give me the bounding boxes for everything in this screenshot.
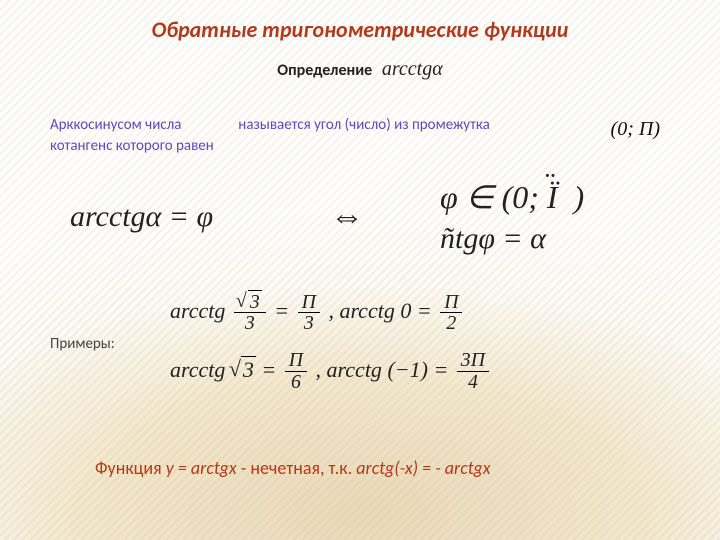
ex1a-eq: = <box>274 298 294 323</box>
equiv-rhs-line1: φ ∈ (0; Ï ) <box>440 178 584 216</box>
ex2a-fn: arcctg <box>170 357 225 382</box>
footer-t3: - нечетная, т.к. <box>237 457 357 479</box>
interval-sep: ; <box>627 118 634 140</box>
definition-text: Арккосинусом числа называется угол (числ… <box>50 115 680 157</box>
ex2a-arg-sqrt: 3 <box>231 344 256 397</box>
ex1a-val-den: 3 <box>298 313 320 334</box>
definition-interval: (0; П) <box>611 115 660 143</box>
subtitle-math: arcctgα <box>382 58 443 80</box>
footer-t4: arctg(-x) = - arctgx <box>356 457 490 479</box>
ex2b-val-den: 4 <box>457 372 489 393</box>
examples-label: Примеры: <box>50 335 115 353</box>
footer-t2: y = arctgx <box>166 457 237 479</box>
ex1b-val-num: П <box>440 292 462 314</box>
equiv-arrow: ⇔ <box>330 198 364 236</box>
ex1b-val-den: 2 <box>440 313 462 334</box>
ex2b-arg: (−1) <box>387 357 428 382</box>
interval-close: ) <box>653 118 660 140</box>
rhs1-pre: φ ∈ (0; <box>440 179 539 215</box>
page-title: Обратные тригонометрические функции <box>0 16 720 43</box>
rhs1-post: ) <box>574 179 585 215</box>
equivalence-row: arcctgα = φ ⇔ φ ∈ (0; Ï ) ñtgφ = α <box>60 178 680 268</box>
subtitle-label: Определение <box>277 61 372 80</box>
examples-block: arcctg 3 3 = П 3 , arcctg 0 = П 2 arcctg… <box>170 285 492 397</box>
ex1b-fn: , arcctg <box>328 298 394 323</box>
ex1a-val: П 3 <box>298 292 320 335</box>
ex1a-arg-den: 3 <box>234 313 266 334</box>
rhs1-sym: Ï <box>547 179 558 216</box>
example-line-1: arcctg 3 3 = П 3 , arcctg 0 = П 2 <box>170 285 492 338</box>
ex1a-fn: arcctg <box>170 298 225 323</box>
ex1a-arg-num: 3 <box>248 290 262 313</box>
equiv-lhs: arcctgα = φ <box>70 200 213 234</box>
ex2a-eq: = <box>261 357 281 382</box>
ex1a-arg: 3 3 <box>234 292 266 335</box>
ex2b-fn: , arcctg <box>316 357 382 382</box>
definition-part1: Арккосинусом числа <box>50 116 181 134</box>
equiv-rhs-line2: ñtgφ = α <box>440 222 546 256</box>
slide: Обратные тригонометрические функции Опре… <box>0 0 720 540</box>
ex1b-arg: 0 <box>400 298 411 323</box>
footer-t1: Функция <box>95 457 166 479</box>
ex1b-eq: = <box>417 298 437 323</box>
ex2b-val-num: 3П <box>457 350 489 372</box>
interval-a: 0 <box>617 118 627 140</box>
definition-part3: котангенс которого равен <box>50 137 214 155</box>
ex2b-eq: = <box>433 357 453 382</box>
example-line-2: arcctg 3 = П 6 , arcctg (−1) = 3П 4 <box>170 344 492 397</box>
definition-part2: называется угол (число) из промежутка <box>238 116 490 134</box>
ex2a-val: П 6 <box>285 350 307 393</box>
subtitle-row: Определение arcctgα <box>0 58 720 81</box>
ex1b-val: П 2 <box>440 292 462 335</box>
ex2b-val: 3П 4 <box>457 350 489 393</box>
ex2a-val-num: П <box>285 350 307 372</box>
ex2a-arg: 3 <box>241 356 256 382</box>
interval-b: П <box>639 118 653 140</box>
ex2a-val-den: 6 <box>285 372 307 393</box>
footer-text: Функция y = arctgx - нечетная, т.к. arct… <box>95 455 640 482</box>
ex1a-val-num: П <box>298 292 320 314</box>
